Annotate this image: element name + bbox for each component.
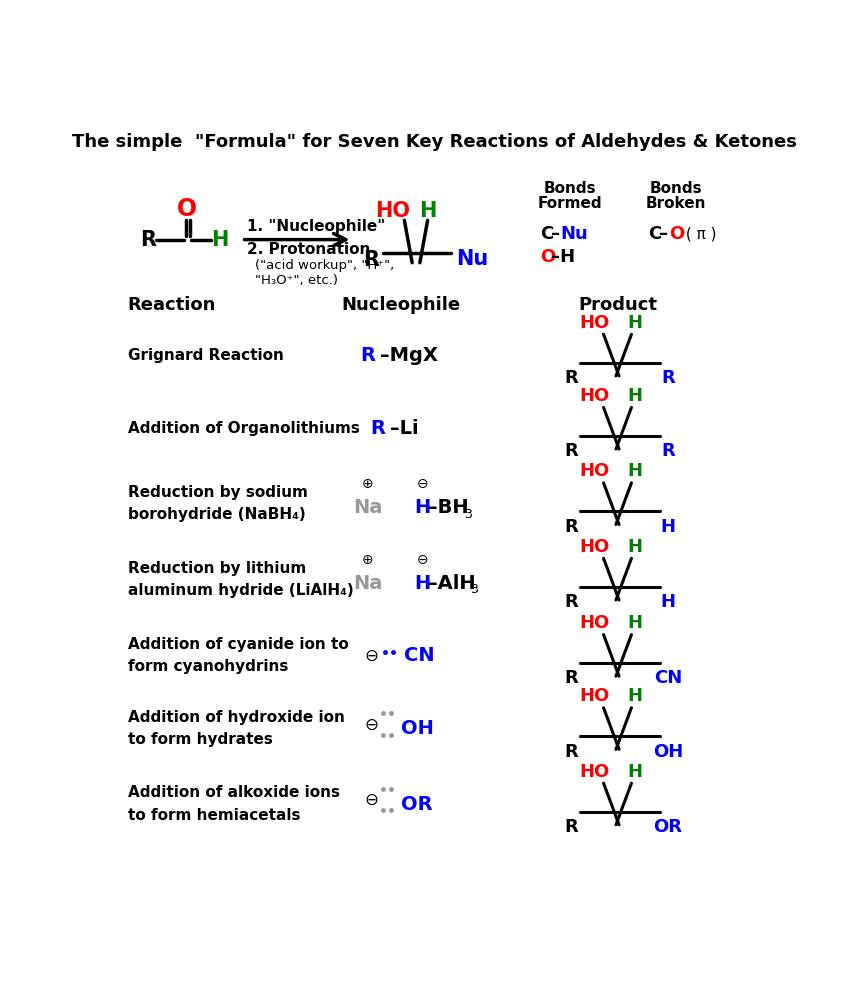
Text: R: R xyxy=(661,442,675,460)
Text: HO: HO xyxy=(579,387,610,405)
Text: 2. Protonation: 2. Protonation xyxy=(247,242,371,258)
Text: 1. "Nucleophile": 1. "Nucleophile" xyxy=(247,219,385,234)
Text: OR: OR xyxy=(400,795,432,814)
Text: H: H xyxy=(627,614,642,632)
Text: C: C xyxy=(540,225,553,243)
Text: R: R xyxy=(661,369,675,387)
Text: Addition of hydroxide ion
to form hydrates: Addition of hydroxide ion to form hydrat… xyxy=(128,710,344,747)
Text: Bonds: Bonds xyxy=(650,180,702,195)
Text: HO: HO xyxy=(579,687,610,705)
Text: HO: HO xyxy=(376,201,410,221)
Text: O: O xyxy=(177,196,198,220)
Text: –BH: –BH xyxy=(428,498,469,517)
Text: ( π ): ( π ) xyxy=(681,226,717,241)
Text: R: R xyxy=(564,442,577,460)
Text: R: R xyxy=(564,518,577,536)
Text: H: H xyxy=(627,538,642,556)
Text: ⊕: ⊕ xyxy=(362,553,374,567)
Text: HO: HO xyxy=(579,538,610,556)
Text: ⊖: ⊖ xyxy=(416,477,428,491)
Text: H: H xyxy=(415,573,431,592)
Text: Bonds: Bonds xyxy=(543,180,596,195)
Text: OH: OH xyxy=(400,719,433,738)
Text: Na: Na xyxy=(354,573,382,592)
Text: Addition of Organolithiums: Addition of Organolithiums xyxy=(128,421,360,436)
Text: Addition of cyanide ion to
form cyanohydrins: Addition of cyanide ion to form cyanohyd… xyxy=(128,637,349,674)
Text: –MgX: –MgX xyxy=(381,346,438,365)
Text: ⊖: ⊖ xyxy=(364,792,378,810)
Text: The simple  "Formula" for Seven Key Reactions of Aldehydes & Ketones: The simple "Formula" for Seven Key React… xyxy=(72,133,797,150)
Text: H: H xyxy=(661,593,675,611)
Text: O: O xyxy=(669,225,683,243)
Text: –: – xyxy=(551,225,560,243)
Text: C: C xyxy=(649,225,661,243)
Text: H: H xyxy=(211,229,229,249)
Text: –: – xyxy=(660,225,668,243)
Text: R: R xyxy=(141,229,157,249)
Text: H: H xyxy=(419,201,437,221)
Text: Formed: Formed xyxy=(537,196,602,210)
Text: H: H xyxy=(627,462,642,480)
Text: Broken: Broken xyxy=(645,196,706,210)
Text: H: H xyxy=(627,314,642,332)
Text: Na: Na xyxy=(354,498,382,517)
Text: R: R xyxy=(564,818,577,836)
Text: ⊖: ⊖ xyxy=(416,553,428,567)
Text: R: R xyxy=(360,346,376,365)
Text: HO: HO xyxy=(579,614,610,632)
Text: H: H xyxy=(627,687,642,705)
Text: ⊖: ⊖ xyxy=(364,646,378,664)
Text: Nu: Nu xyxy=(456,248,488,269)
Text: Product: Product xyxy=(578,296,657,314)
Text: H: H xyxy=(627,763,642,781)
Text: –Li: –Li xyxy=(389,419,418,438)
Text: Nucleophile: Nucleophile xyxy=(341,296,460,314)
Text: 3: 3 xyxy=(471,583,478,596)
Text: Reduction by sodium
borohydride (NaBH₄): Reduction by sodium borohydride (NaBH₄) xyxy=(128,485,308,522)
Text: Addition of alkoxide ions
to form hemiacetals: Addition of alkoxide ions to form hemiac… xyxy=(128,786,340,823)
Text: Grignard Reaction: Grignard Reaction xyxy=(128,348,283,363)
Text: OH: OH xyxy=(653,742,683,761)
Text: R: R xyxy=(564,593,577,611)
Text: ("acid workup", "H⁺",: ("acid workup", "H⁺", xyxy=(254,259,394,272)
Text: R: R xyxy=(363,250,379,271)
Text: HO: HO xyxy=(579,462,610,480)
Text: ⊖: ⊖ xyxy=(364,715,378,733)
Text: –AlH: –AlH xyxy=(428,573,476,592)
Text: CN: CN xyxy=(404,646,435,665)
Text: H: H xyxy=(661,518,675,536)
Text: R: R xyxy=(370,419,385,438)
Text: –H: –H xyxy=(551,248,575,267)
Text: OR: OR xyxy=(653,818,683,836)
Text: R: R xyxy=(564,669,577,687)
Text: R: R xyxy=(564,369,577,387)
Text: O: O xyxy=(540,248,555,267)
Text: CN: CN xyxy=(654,669,682,687)
Text: Reaction: Reaction xyxy=(128,296,216,314)
Text: R: R xyxy=(564,742,577,761)
Text: H: H xyxy=(415,498,431,517)
Text: 3: 3 xyxy=(464,508,472,521)
Text: Nu: Nu xyxy=(561,225,588,243)
Text: H: H xyxy=(627,387,642,405)
Text: Reduction by lithium
aluminum hydride (LiAlH₄): Reduction by lithium aluminum hydride (L… xyxy=(128,560,354,598)
Text: HO: HO xyxy=(579,314,610,332)
Text: "H₃O⁺", etc.): "H₃O⁺", etc.) xyxy=(254,274,338,287)
Text: HO: HO xyxy=(579,763,610,781)
Text: ⊕: ⊕ xyxy=(362,477,374,491)
